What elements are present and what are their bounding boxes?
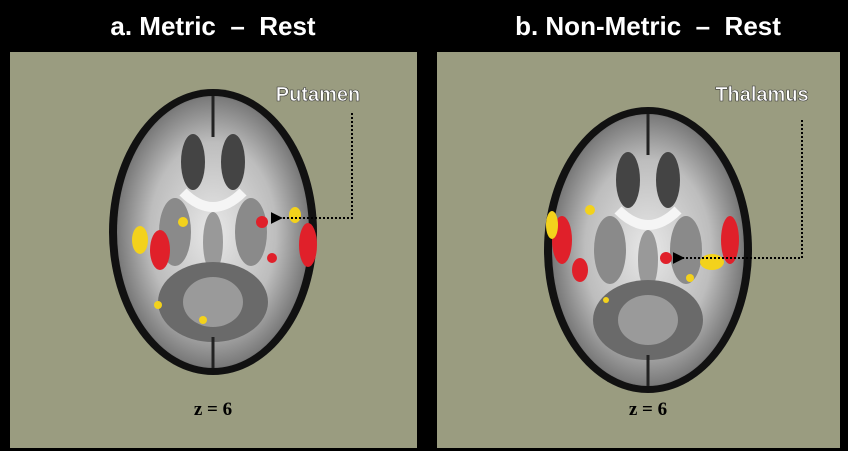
panel-title: a. Metric – Rest	[110, 11, 316, 41]
annotation-label: Thalamus	[715, 84, 808, 106]
slice-label: z = 6	[629, 399, 667, 420]
annotation-label: Putamen	[276, 84, 360, 106]
figure: a. Metric – Rest Putamen z = 6 b. Non-Me…	[0, 0, 848, 451]
slice-label: z = 6	[194, 399, 232, 420]
panel-title: b. Non-Metric – Rest	[515, 11, 781, 41]
brain-slice	[544, 107, 752, 393]
